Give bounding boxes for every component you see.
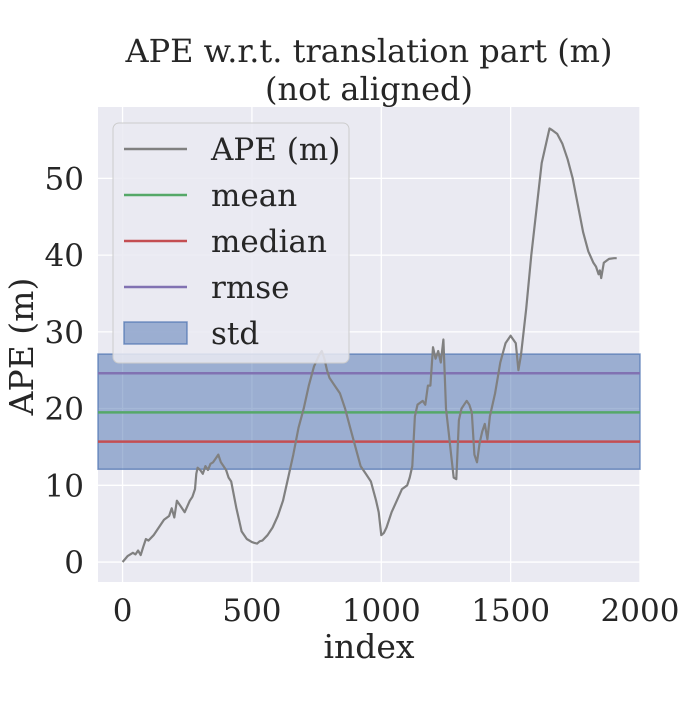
legend-label-mean: mean (211, 178, 297, 214)
x-tick-label: 1500 (471, 593, 550, 629)
chart-title: APE w.r.t. translation part (m) (not ali… (124, 32, 612, 108)
title-line-2: (not aligned) (265, 70, 473, 108)
legend-label-std: std (211, 316, 259, 352)
ape-series-line (121, 127, 617, 563)
legend-label-median: median (211, 224, 327, 260)
series-layer (121, 127, 617, 563)
y-tick-label: 10 (45, 468, 84, 504)
x-tick-label: 500 (222, 593, 281, 629)
y-axis-ticks: 0 10 20 30 40 50 (45, 161, 84, 581)
y-tick-label: 0 (64, 545, 84, 581)
legend-swatch-std (123, 321, 188, 345)
stat-lines (98, 372, 640, 443)
x-tick-label: 1000 (342, 593, 421, 629)
legend-frame (112, 122, 350, 364)
x-axis-label: index (323, 627, 414, 666)
y-axis-label: APE (m) (2, 278, 41, 417)
legend-label-ape: APE (m) (210, 132, 340, 168)
legend-label-rmse: rmse (211, 270, 289, 306)
y-tick-label: 30 (45, 315, 84, 351)
title-line-1: APE w.r.t. translation part (m) (124, 32, 612, 70)
x-tick-label: 0 (113, 593, 133, 629)
y-tick-label: 40 (45, 238, 84, 274)
x-axis-ticks: 0 500 1000 1500 2000 (113, 593, 680, 629)
y-tick-label: 50 (45, 161, 84, 197)
x-tick-label: 2000 (601, 593, 680, 629)
y-tick-label: 20 (45, 392, 84, 428)
legend: APE (m) mean median rmse std (112, 122, 350, 364)
